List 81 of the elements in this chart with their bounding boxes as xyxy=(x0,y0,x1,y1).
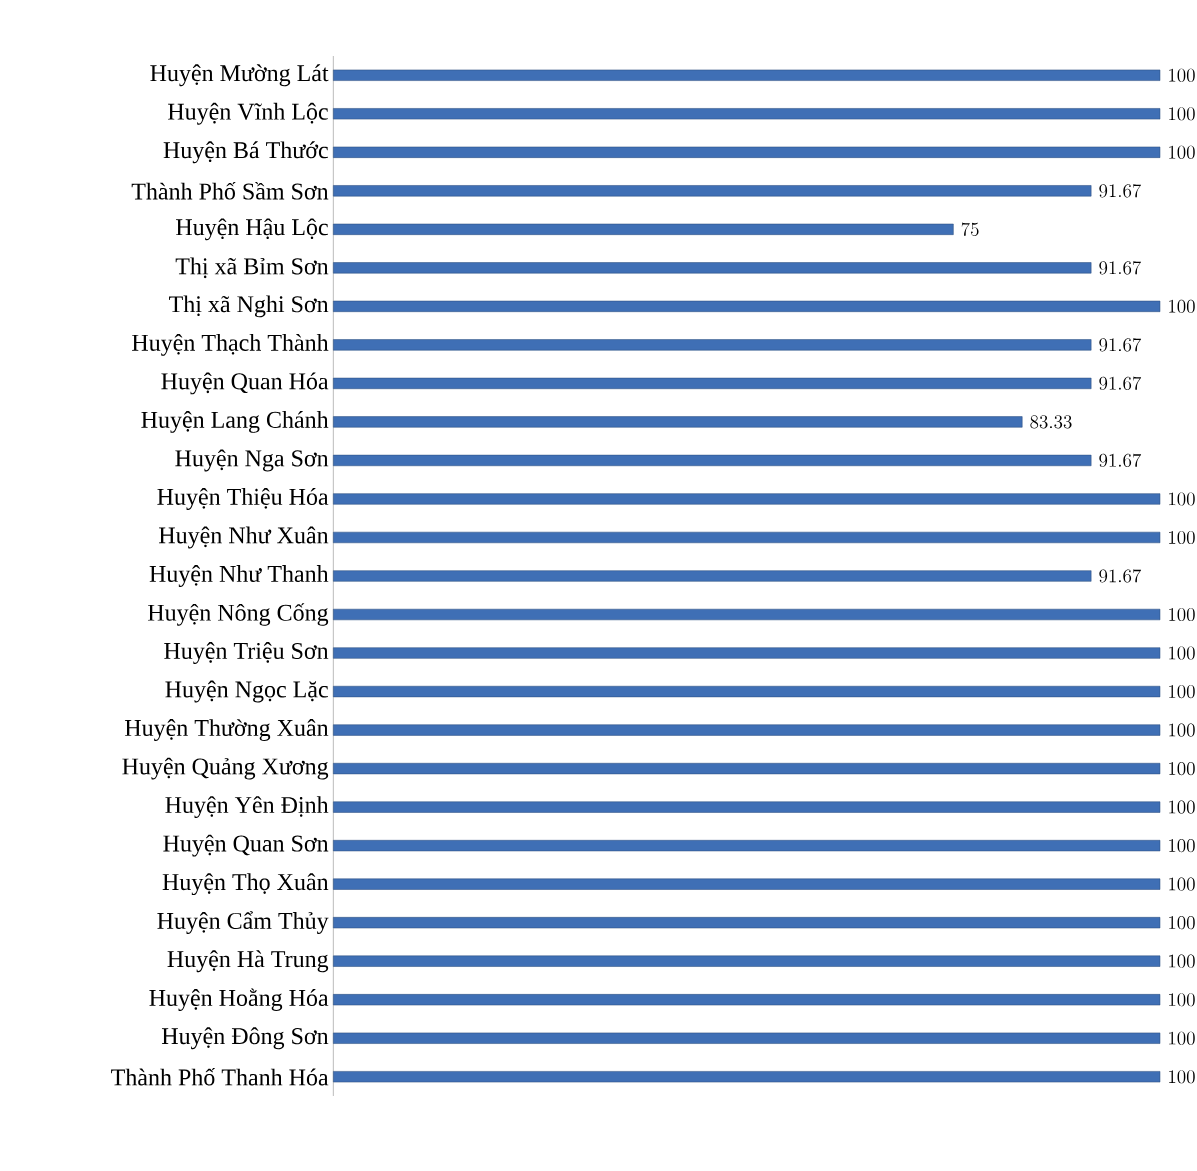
data-label: 100 xyxy=(1169,877,1195,891)
y-tick-label: Thành Phố Thanh Hóa xyxy=(111,1067,329,1086)
bar xyxy=(333,377,1092,390)
bar xyxy=(333,762,1161,775)
bar xyxy=(333,685,1161,698)
y-tick-label: Huyện Bá Thước xyxy=(163,141,328,164)
data-label: 100 xyxy=(1169,492,1195,506)
data-label: 100 xyxy=(1169,646,1195,660)
bar xyxy=(333,185,1092,197)
y-tick-label: Huyện Mường Lát xyxy=(150,64,329,87)
data-label: 100 xyxy=(1169,993,1195,1007)
data-label: 91 .67 xyxy=(1099,338,1142,352)
y-tick-label: Huyện Thường Xuân xyxy=(124,719,329,742)
bar xyxy=(333,1071,1161,1083)
data-label: 100 xyxy=(1169,299,1195,313)
y-tick-label: Huyện Thiệu Hóa xyxy=(157,488,329,510)
bar xyxy=(333,724,1161,736)
bar xyxy=(333,146,1161,158)
y-tick-label: Huyện Thọ Xuân xyxy=(162,873,329,896)
data-label: 100 xyxy=(1169,1070,1195,1084)
bar xyxy=(333,454,1092,467)
data-label: 100 xyxy=(1169,916,1195,930)
y-tick-label: Thành Phố Sầm Sơn xyxy=(131,182,329,200)
y-tick-label: Huyện Hậu Lộc xyxy=(176,218,328,241)
data-label: 100 xyxy=(1169,800,1195,814)
bar xyxy=(333,339,1092,351)
bar xyxy=(333,801,1161,813)
y-tick-label: Huyện Lang Chánh xyxy=(141,410,329,433)
bar xyxy=(333,917,1161,929)
data-label: 100 xyxy=(1169,530,1195,545)
y-tick-label: Thị xã Nghi Sơn xyxy=(169,295,329,318)
bar xyxy=(333,108,1161,120)
bar xyxy=(333,300,1161,312)
data-label: 91 .67 xyxy=(1099,453,1142,468)
y-tick-label: Huyện Như Thanh xyxy=(149,565,329,587)
y-tick-label: Huyện Như Xuân xyxy=(159,526,329,549)
bar xyxy=(333,223,954,235)
y-tick-label: Huyện Nga Sơn xyxy=(175,449,329,472)
bar xyxy=(333,69,1161,81)
data-label: 91 .67 xyxy=(1099,184,1142,198)
y-tick-label: Thị xã Bỉm Sơn xyxy=(175,257,329,279)
bar xyxy=(333,570,1092,582)
data-label: 83.33 xyxy=(1030,415,1072,429)
bar xyxy=(333,955,1161,967)
y-tick-label: Huyện Thạch Thành xyxy=(132,333,329,356)
bar xyxy=(333,531,1161,544)
y-tick-label: Huyện Ngọc Lặc xyxy=(165,680,328,703)
y-tick-label: Huyện Quảng Xương xyxy=(122,757,329,780)
y-tick-label: Huyện Đông Sơn xyxy=(161,1027,329,1050)
y-tick-label: Huyện Quan Hóa xyxy=(161,372,329,395)
data-label: 100 xyxy=(1169,839,1195,853)
bar xyxy=(333,994,1161,1006)
data-label: 91 .67 xyxy=(1099,261,1142,275)
y-tick-label: Huyện Cẩm Thủy xyxy=(157,911,329,934)
y-tick-label: Huyện Triệu Sơn xyxy=(164,642,329,664)
y-tick-label: Huyện Hà Trung xyxy=(167,950,329,973)
data-label: 91 .67 xyxy=(1099,376,1142,390)
bar xyxy=(333,647,1161,659)
bar xyxy=(333,262,1092,274)
data-label: 75 xyxy=(961,222,979,236)
data-label: 100 xyxy=(1169,684,1195,699)
bar xyxy=(333,840,1161,852)
bar xyxy=(333,416,1023,428)
y-tick-label: Huyện Nông Cống xyxy=(147,603,329,626)
data-label: 100 xyxy=(1169,145,1195,159)
data-label: 100 xyxy=(1169,607,1195,622)
data-label: 91 .67 xyxy=(1099,569,1142,583)
bar xyxy=(333,493,1161,505)
data-label: 100 xyxy=(1169,762,1195,776)
data-label: 100 xyxy=(1169,723,1195,737)
data-label: 100 xyxy=(1169,1031,1195,1045)
bar xyxy=(333,878,1161,890)
data-label: 100 xyxy=(1169,954,1195,968)
y-tick-label: Huyện Vĩnh Lộc xyxy=(168,102,328,125)
data-label: 100 xyxy=(1169,68,1195,82)
y-tick-label: Huyện Yên Định xyxy=(165,796,329,819)
data-label: 100 xyxy=(1169,107,1195,121)
y-tick-label: Huyện Hoằng Hóa xyxy=(149,988,329,1011)
bar xyxy=(333,1032,1161,1044)
bar xyxy=(333,608,1161,621)
y-tick-label: Huyện Quan Sơn xyxy=(163,834,329,857)
